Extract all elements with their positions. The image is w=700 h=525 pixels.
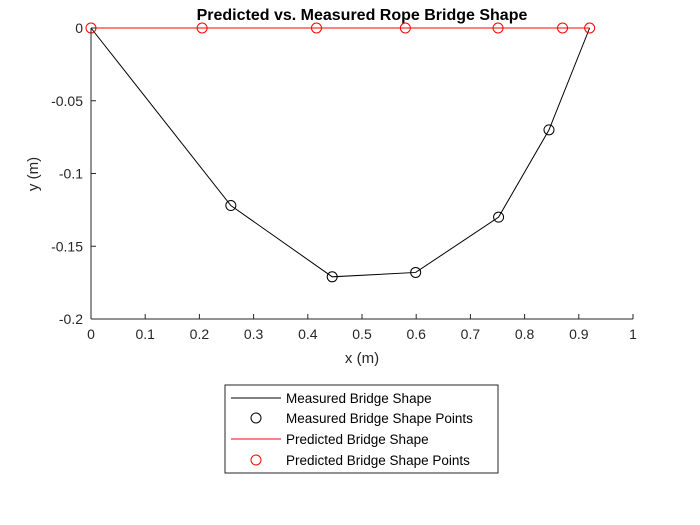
legend-label: Measured Bridge Shape bbox=[286, 391, 432, 406]
legend: Measured Bridge Shape Measured Bridge Sha… bbox=[224, 384, 499, 474]
y-ticks: 0 -0.05 -0.1 -0.15 -0.2 bbox=[51, 20, 96, 327]
chart-marks bbox=[85, 22, 596, 283]
data-point-3 bbox=[557, 22, 569, 34]
data-point-3 bbox=[492, 22, 504, 34]
y-tick-label: -0.05 bbox=[51, 93, 83, 109]
data-point-1 bbox=[493, 211, 505, 223]
x-tick-label: 0.8 bbox=[515, 326, 535, 342]
data-point-1 bbox=[225, 200, 237, 212]
y-tick-label: -0.2 bbox=[59, 311, 83, 327]
x-tick-label: 0.4 bbox=[298, 326, 318, 342]
x-tick-label: 0.7 bbox=[461, 326, 481, 342]
data-point-3 bbox=[310, 22, 322, 34]
x-tick-label: 0.6 bbox=[406, 326, 426, 342]
legend-label: Measured Bridge Shape Points bbox=[286, 411, 473, 426]
x-tick-label: 0.9 bbox=[569, 326, 589, 342]
x-tick-label: 0 bbox=[87, 326, 95, 342]
x-axis-label: x (m) bbox=[345, 350, 379, 367]
y-tick-label: 0 bbox=[75, 20, 83, 36]
legend-box bbox=[224, 384, 499, 474]
legend-items: Measured Bridge Shape Measured Bridge Sha… bbox=[231, 391, 473, 468]
x-tick-label: 1 bbox=[629, 326, 637, 342]
legend-marker-swatch bbox=[250, 454, 262, 466]
x-tick-label: 0.5 bbox=[352, 326, 372, 342]
y-tick-label: -0.15 bbox=[51, 238, 83, 254]
legend-marker-swatch bbox=[250, 412, 262, 424]
x-tick-label: 0.3 bbox=[244, 326, 264, 342]
legend-label: Predicted Bridge Shape bbox=[286, 432, 429, 447]
x-tick-label: 0.1 bbox=[135, 326, 155, 342]
data-point-1 bbox=[326, 271, 338, 283]
data-point-3 bbox=[399, 22, 411, 34]
chart-title: Predicted vs. Measured Rope Bridge Shape bbox=[197, 7, 528, 24]
legend-label: Predicted Bridge Shape Points bbox=[286, 453, 470, 468]
data-point-3 bbox=[196, 22, 208, 34]
y-axis-label: y (m) bbox=[25, 157, 42, 191]
plot-area: 0 0.1 0.2 0.3 0.4 0.5 0.6 0.7 0.8 0.9 1 0 -0.05 -0.1… bbox=[51, 20, 637, 342]
data-point-1 bbox=[410, 266, 422, 278]
x-tick-label: 0.2 bbox=[190, 326, 210, 342]
plot-box bbox=[91, 28, 633, 319]
series-line-0 bbox=[90, 27, 591, 278]
x-ticks: 0 0.1 0.2 0.3 0.4 0.5 0.6 0.7 0.8 0.9 1 bbox=[87, 314, 637, 342]
y-tick-label: -0.1 bbox=[59, 166, 83, 182]
data-point-1 bbox=[543, 124, 555, 136]
data-point-3 bbox=[584, 22, 596, 34]
